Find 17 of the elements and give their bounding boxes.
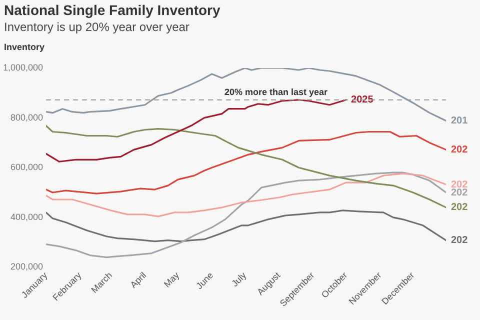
series-label: 201 (451, 116, 468, 127)
y-tick-label: 200,000 (10, 262, 44, 272)
y-axis-title: Inventory (4, 42, 45, 52)
series-label: 202 (451, 235, 468, 246)
series-label: 202 (451, 187, 468, 198)
y-tick-label: 600,000 (10, 162, 44, 172)
x-tick-label: July (230, 270, 248, 289)
y-tick-label: 1,000,000 (2, 62, 44, 72)
y-tick-label: 800,000 (10, 112, 44, 122)
ref-line-label: 20% more than last year (224, 86, 328, 97)
series-label: 2025 (351, 94, 374, 106)
chart-title: National Single Family Inventory (4, 2, 220, 18)
x-tick-label: May (162, 270, 182, 290)
y-tick-label: 400,000 (10, 212, 44, 222)
chart-subtitle: Inventory is up 20% year over year (4, 20, 190, 34)
series-label: 202 (451, 144, 468, 156)
series-label: 202 (451, 202, 468, 214)
